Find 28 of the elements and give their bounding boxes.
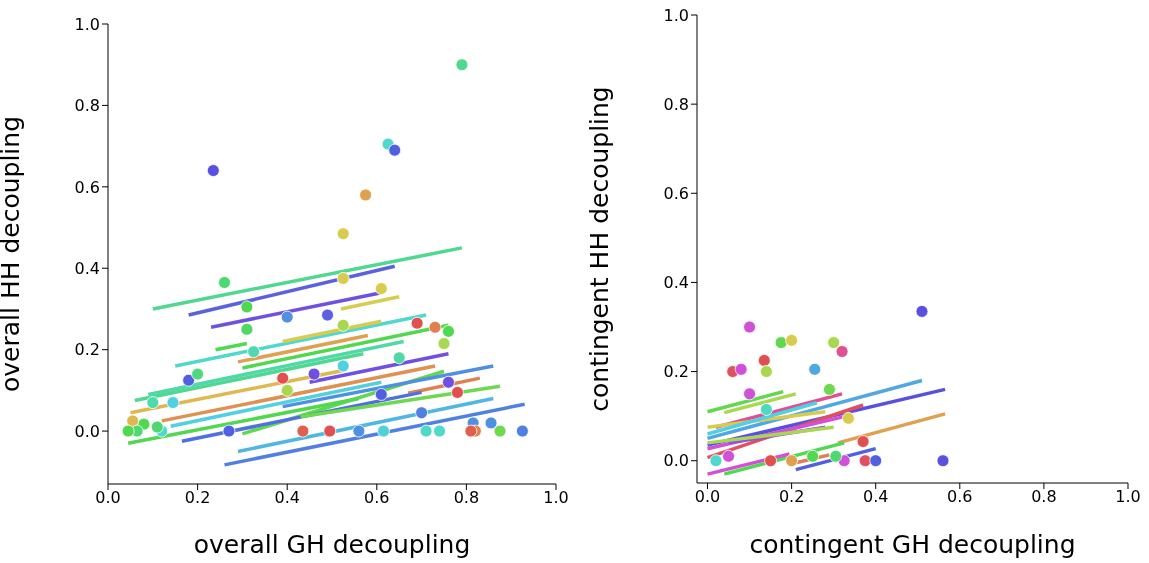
x-tick-label: 0.4 xyxy=(274,488,300,508)
x-tick-label: 0.0 xyxy=(694,487,721,507)
y-tick-label: 0.8 xyxy=(663,94,689,114)
y-tick-label: 1.0 xyxy=(663,5,689,25)
x-tick-label: 0.2 xyxy=(778,487,805,507)
x-tick-label: 0.2 xyxy=(184,488,211,508)
y-tick-label: 0.2 xyxy=(663,362,689,382)
y-tick-label: 0.0 xyxy=(663,451,689,471)
x-tick-label: 1.0 xyxy=(543,488,569,508)
x-tick-label: 0.8 xyxy=(1031,487,1057,507)
y-tick-label: 0.4 xyxy=(74,258,100,278)
y-tick-label: 0.2 xyxy=(74,340,100,360)
x-axis-title: overall GH decoupling xyxy=(193,530,471,559)
y-axis-title: contingent HH decoupling xyxy=(584,86,614,412)
x-axis-title: contingent GH decoupling xyxy=(749,530,1076,559)
y-tick-label: 0.6 xyxy=(74,177,100,197)
x-tick-label: 0.8 xyxy=(453,488,480,508)
y-tick-label: 0.8 xyxy=(74,96,100,116)
y-axis-title: overall HH decoupling xyxy=(0,115,25,393)
x-tick-label: 0.4 xyxy=(862,487,889,507)
y-tick-label: 1.0 xyxy=(74,14,100,34)
y-tick-label: 0.4 xyxy=(663,273,689,293)
y-tick-label: 0.0 xyxy=(74,421,100,441)
x-tick-label: 1.0 xyxy=(1115,487,1141,507)
x-tick-label: 0.6 xyxy=(947,487,973,507)
x-tick-label: 0.0 xyxy=(95,488,121,508)
x-tick-label: 0.6 xyxy=(364,488,390,508)
y-tick-label: 0.6 xyxy=(663,183,689,203)
